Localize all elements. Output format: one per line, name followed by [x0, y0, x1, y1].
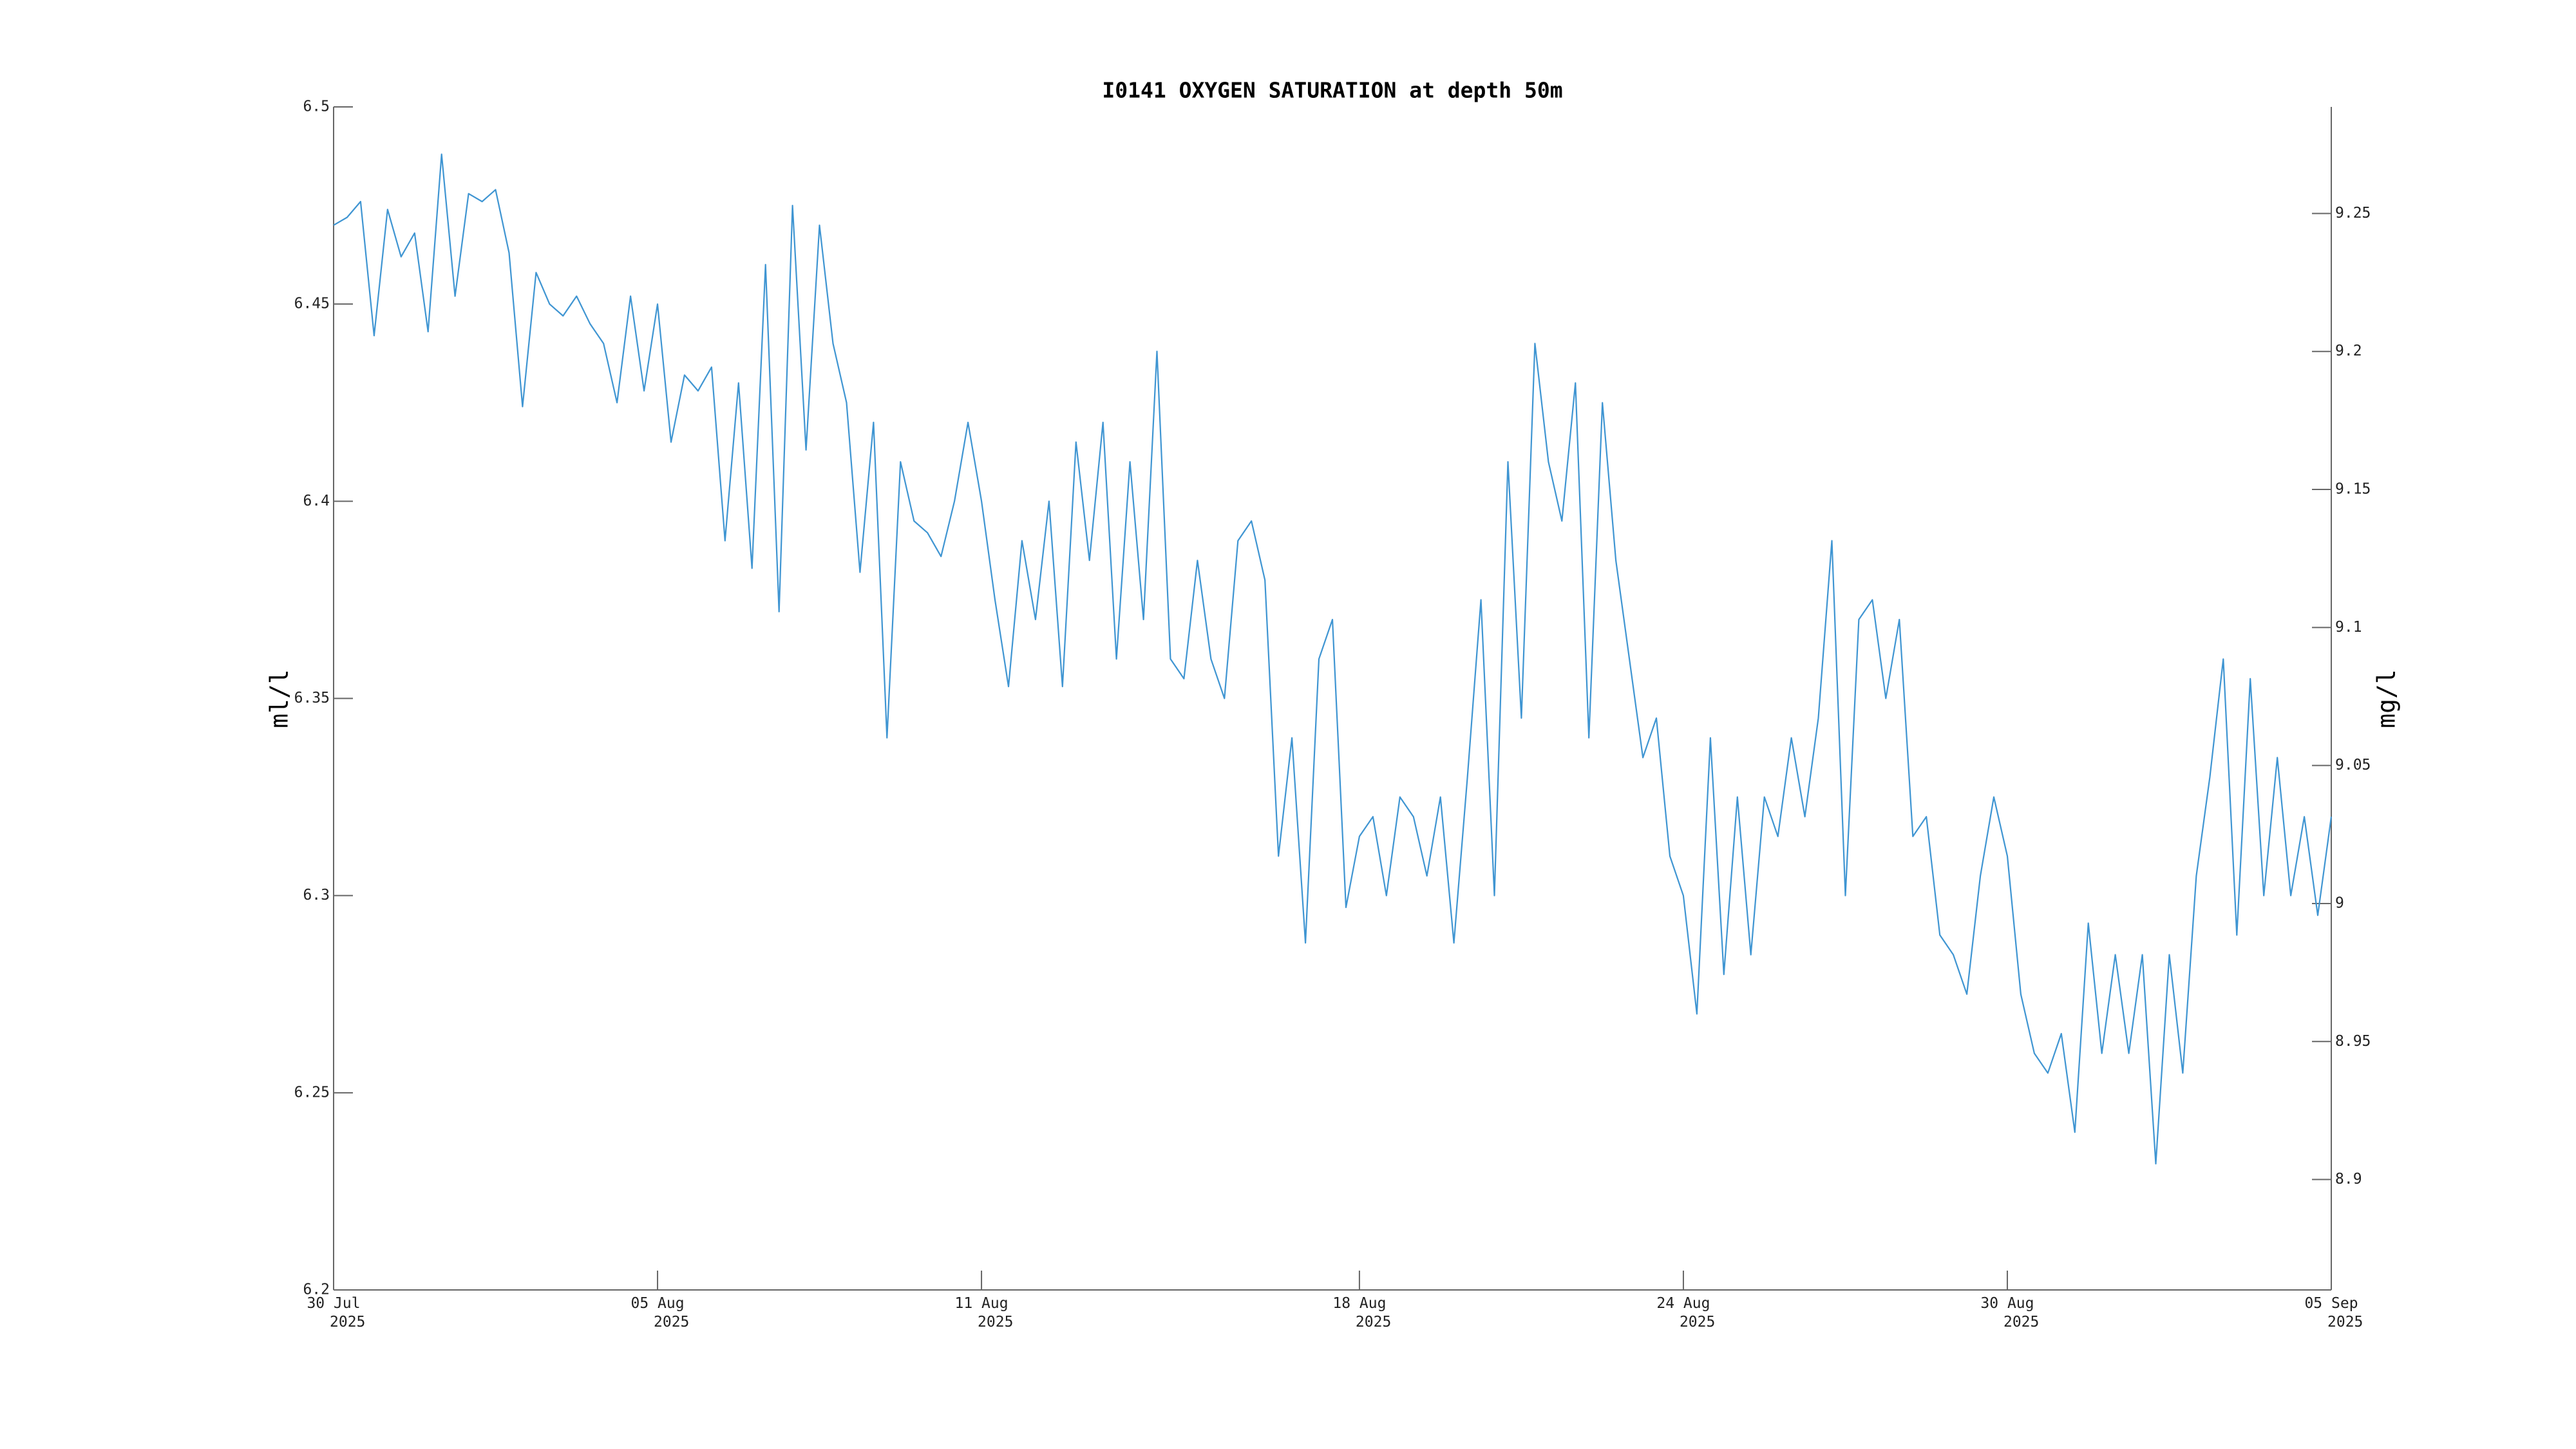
chart-title: I0141 OXYGEN SATURATION at depth 50m [1102, 78, 1562, 103]
data-line [333, 153, 2333, 1165]
x-tick-label: 11 Aug 2025 [955, 1295, 1014, 1331]
y2-tick-label: 9 [2335, 895, 2344, 911]
x-tick-label: 05 Aug 2025 [630, 1295, 689, 1331]
y2-tick-label: 9.05 [2335, 757, 2371, 773]
x-tick-label: 30 Aug 2025 [1980, 1295, 2039, 1331]
x-tick-label: 05 Sep 2025 [2304, 1295, 2363, 1331]
y-tick-label: 6.2 [303, 1282, 330, 1298]
y2-tick-label: 8.9 [2335, 1171, 2362, 1188]
x-tick-label: 30 Jul 2025 [307, 1295, 365, 1331]
y2-axis-label: mg/l [2372, 669, 2401, 728]
y-tick-label: 6.35 [294, 690, 330, 706]
y2-tick-label: 8.95 [2335, 1033, 2371, 1050]
y2-tick-label: 9.1 [2335, 619, 2362, 636]
x-tick-label: 24 Aug 2025 [1656, 1295, 1715, 1331]
y-tick-label: 6.4 [303, 493, 330, 509]
y-axis-label: ml/l [265, 669, 294, 728]
y2-tick-label: 9.25 [2335, 205, 2371, 222]
x-tick-label: 18 Aug 2025 [1332, 1295, 1391, 1331]
y-tick-label: 6.45 [294, 296, 330, 312]
y2-tick-label: 9.15 [2335, 481, 2371, 498]
y-tick-label: 6.5 [303, 99, 330, 115]
y-tick-label: 6.25 [294, 1084, 330, 1101]
y2-tick-label: 9.2 [2335, 343, 2362, 359]
y-tick-label: 6.3 [303, 887, 330, 904]
